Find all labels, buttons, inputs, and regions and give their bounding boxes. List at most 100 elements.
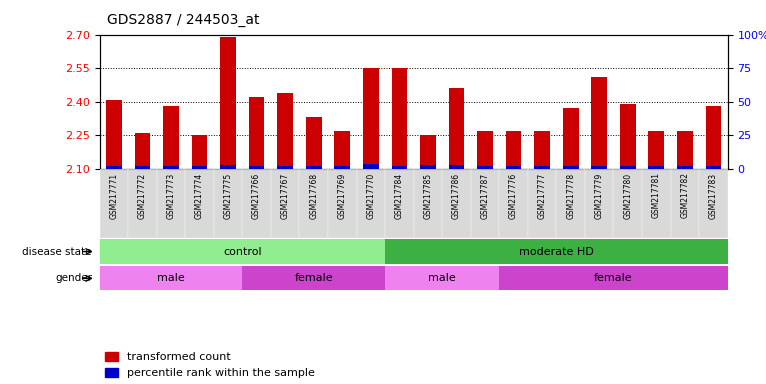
Text: GDS2887 / 244503_at: GDS2887 / 244503_at (107, 13, 260, 27)
Bar (499, 266, 728, 291)
Text: control: control (223, 247, 262, 257)
Text: gender: gender (55, 273, 92, 283)
Text: GSM217787: GSM217787 (480, 172, 489, 218)
Bar (442, 169, 471, 238)
Text: GSM217780: GSM217780 (624, 172, 632, 218)
Text: GSM217781: GSM217781 (652, 172, 661, 218)
Bar (306, 166, 322, 169)
Bar (499, 169, 528, 238)
Bar (300, 169, 328, 238)
Bar (157, 169, 185, 238)
Bar (100, 266, 242, 291)
Text: GSM217771: GSM217771 (110, 172, 119, 218)
Text: GSM217776: GSM217776 (509, 172, 518, 218)
Bar (363, 164, 378, 169)
Bar (306, 118, 322, 169)
Bar (328, 169, 356, 238)
Bar (100, 169, 128, 238)
Bar (391, 166, 408, 169)
Text: female: female (294, 273, 333, 283)
Bar (620, 166, 636, 169)
Text: GSM217782: GSM217782 (680, 172, 689, 218)
Bar (699, 169, 728, 238)
Text: disease state: disease state (22, 247, 92, 257)
Bar (135, 166, 150, 169)
Bar (670, 169, 699, 238)
Bar (620, 104, 636, 169)
Bar (192, 166, 208, 169)
Bar (128, 169, 157, 238)
Bar (649, 166, 664, 169)
Bar (249, 97, 264, 169)
Bar (649, 131, 664, 169)
Bar (563, 109, 578, 169)
Bar (391, 68, 408, 169)
Text: GSM217772: GSM217772 (138, 172, 147, 218)
Bar (385, 169, 414, 238)
Bar (705, 106, 722, 169)
Text: male: male (157, 273, 185, 283)
Text: GSM217786: GSM217786 (452, 172, 461, 218)
Bar (163, 166, 178, 169)
Text: female: female (594, 273, 633, 283)
Text: GSM217773: GSM217773 (166, 172, 175, 218)
Bar (477, 131, 493, 169)
Bar (506, 131, 522, 169)
Bar (242, 169, 271, 238)
Bar (277, 93, 293, 169)
Bar (449, 88, 464, 169)
Text: GSM217778: GSM217778 (566, 172, 575, 218)
Bar (420, 166, 436, 169)
Bar (556, 169, 585, 238)
Bar (563, 166, 578, 169)
Bar (677, 166, 692, 169)
Bar (477, 166, 493, 169)
Bar (220, 37, 236, 169)
Text: GSM217784: GSM217784 (394, 172, 404, 218)
Text: GSM217775: GSM217775 (224, 172, 233, 218)
Bar (705, 166, 722, 169)
Bar (335, 131, 350, 169)
Text: GSM217770: GSM217770 (366, 172, 375, 218)
Bar (363, 68, 378, 169)
Text: GSM217774: GSM217774 (195, 172, 204, 218)
Bar (106, 166, 122, 169)
Text: GSM217768: GSM217768 (309, 172, 318, 218)
Text: moderate HD: moderate HD (519, 247, 594, 257)
Bar (591, 77, 607, 169)
Bar (192, 136, 208, 169)
Bar (271, 169, 300, 238)
Bar (585, 169, 614, 238)
Bar (385, 240, 728, 264)
Bar (242, 266, 385, 291)
Bar (220, 165, 236, 169)
Bar (185, 169, 214, 238)
Bar (414, 169, 442, 238)
Bar (534, 131, 550, 169)
Bar (163, 106, 178, 169)
Text: GSM217769: GSM217769 (338, 172, 347, 218)
Bar (420, 136, 436, 169)
Bar (214, 169, 242, 238)
Text: GSM217785: GSM217785 (424, 172, 433, 218)
Text: GSM217767: GSM217767 (280, 172, 290, 218)
Bar (506, 166, 522, 169)
Bar (100, 240, 385, 264)
Bar (471, 169, 499, 238)
Bar (356, 169, 385, 238)
Bar (528, 169, 556, 238)
Bar (677, 131, 692, 169)
Bar (534, 166, 550, 169)
Text: GSM217779: GSM217779 (594, 172, 604, 218)
Text: male: male (428, 273, 456, 283)
Bar (449, 166, 464, 169)
Legend: transformed count, percentile rank within the sample: transformed count, percentile rank withi… (105, 352, 316, 379)
Bar (277, 166, 293, 169)
Bar (385, 266, 499, 291)
Text: GSM217777: GSM217777 (538, 172, 547, 218)
Text: GSM217766: GSM217766 (252, 172, 261, 218)
Bar (106, 99, 122, 169)
Bar (335, 166, 350, 169)
Bar (249, 166, 264, 169)
Text: GSM217783: GSM217783 (709, 172, 718, 218)
